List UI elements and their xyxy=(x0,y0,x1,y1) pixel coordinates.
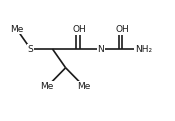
Text: Me: Me xyxy=(10,25,23,34)
Text: OH: OH xyxy=(73,25,86,34)
Text: NH₂: NH₂ xyxy=(135,45,152,53)
Text: Me: Me xyxy=(77,82,91,91)
Text: OH: OH xyxy=(116,25,129,34)
Text: Me: Me xyxy=(41,82,54,91)
Text: S: S xyxy=(28,45,33,53)
Text: N: N xyxy=(97,45,104,53)
